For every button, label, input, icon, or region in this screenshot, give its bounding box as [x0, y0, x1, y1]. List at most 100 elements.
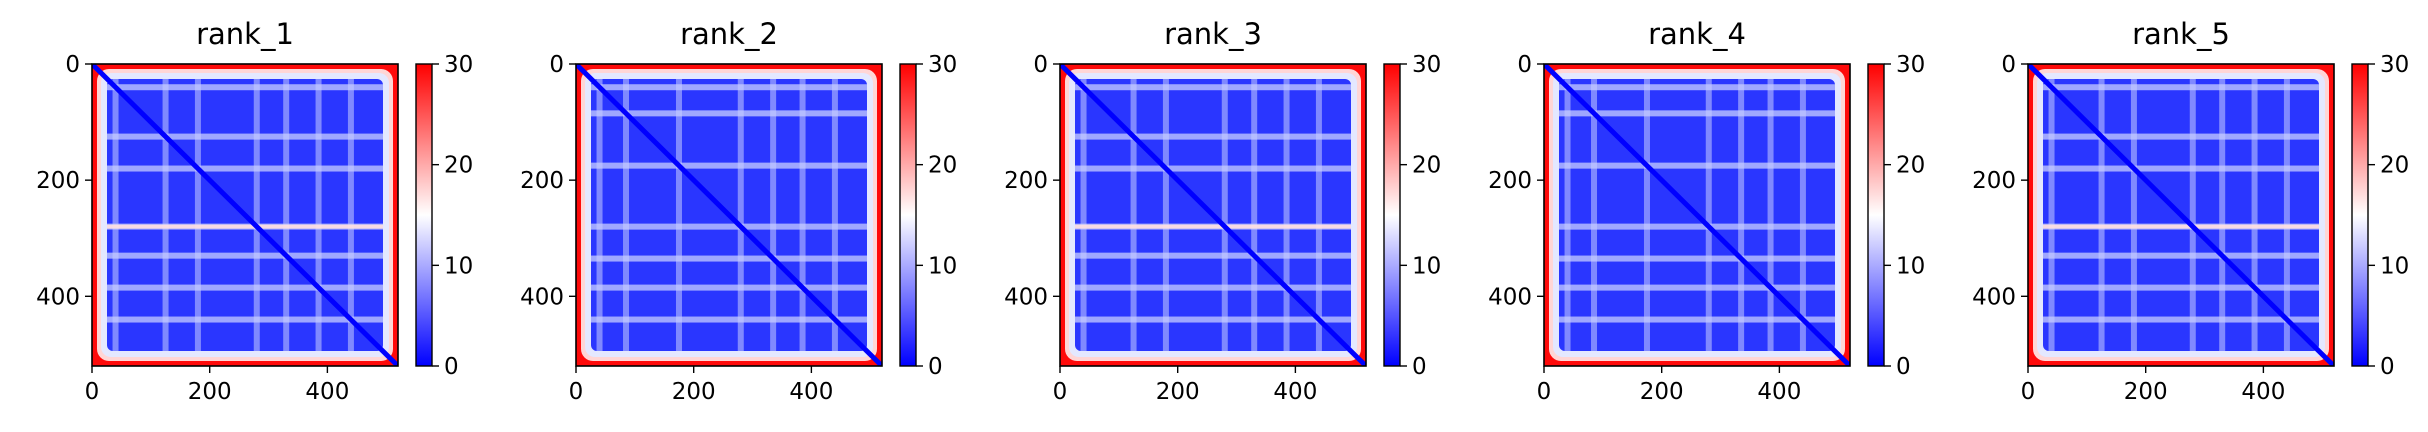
heatmap-col-band	[1251, 79, 1258, 351]
colorbar	[2351, 63, 2369, 367]
y-tick-label: 200	[1972, 168, 2016, 194]
heatmap-row-band	[1559, 316, 1835, 323]
colorbar	[415, 63, 433, 367]
heatmap-row-band	[1075, 84, 1351, 91]
heatmap-panel-1: rank_1 0 200 400 0 200 400 0 10 20 30	[36, 17, 473, 405]
colorbar-tick-label: 0	[1896, 354, 1911, 380]
heatmap-row-band	[1559, 255, 1835, 262]
heatmap-col-band	[1130, 79, 1137, 351]
colorbar-tick-label: 30	[928, 52, 957, 78]
x-tick-label: 400	[305, 379, 349, 405]
heatmap-diagonal	[1544, 64, 1850, 366]
x-tick-label: 400	[1273, 379, 1317, 405]
heatmap-row-band	[107, 316, 383, 323]
colorbar-tick-label: 30	[2380, 52, 2409, 78]
heatmap-col-band	[737, 79, 744, 351]
heatmap-row-band	[107, 165, 383, 172]
y-tick-label: 400	[1488, 284, 1532, 310]
heatmap-col-band	[596, 79, 603, 351]
heatmap-row-band	[2043, 133, 2319, 140]
y-tick-label: 400	[36, 284, 80, 310]
heatmap-col-band	[1738, 79, 1745, 351]
heatmap-panel-5: rank_5 0 200 400 0 200 400 0 10 20 30	[1972, 17, 2409, 405]
axes-frame	[91, 63, 399, 367]
heatmap-row-band	[2043, 84, 2319, 91]
panel-title: rank_4	[1648, 17, 1746, 51]
panel-title: rank_2	[680, 17, 778, 51]
heatmap-row-band	[591, 110, 867, 117]
x-tick-label: 0	[1537, 379, 1552, 405]
heatmap-col-band	[2283, 79, 2290, 351]
heatmap-row-band	[1559, 284, 1835, 291]
x-tick-label: 200	[672, 379, 716, 405]
colorbar-tick-label: 10	[928, 253, 957, 279]
heatmap-col-band	[162, 79, 169, 351]
y-tick-label: 0	[549, 52, 564, 78]
heatmap-row-band	[107, 284, 383, 291]
heatmap-col-band	[623, 79, 630, 351]
heatmap-row-band	[1559, 223, 1835, 230]
y-tick-label: 200	[36, 168, 80, 194]
panel-title: rank_5	[2132, 17, 2230, 51]
heatmap-highlight-streak	[107, 224, 383, 229]
y-tick-label: 200	[1488, 168, 1532, 194]
heatmap-col-band	[1080, 79, 1087, 351]
x-tick-label: 0	[1053, 379, 1068, 405]
colorbar-tick-label: 0	[928, 354, 943, 380]
heatmap-row-band	[107, 84, 383, 91]
heatmap-diagonal	[576, 64, 882, 366]
heatmap-col-band	[1767, 79, 1774, 351]
x-tick-label: 0	[2021, 379, 2036, 405]
heatmap-col-band	[347, 79, 354, 351]
axes-frame	[1059, 63, 1367, 367]
heatmap-col-band	[1283, 79, 1290, 351]
heatmap-col-band	[1315, 79, 1322, 351]
heatmap-col-band	[2219, 79, 2226, 351]
heatmap-row-band	[2043, 316, 2319, 323]
y-tick-label: 0	[1033, 52, 1048, 78]
colorbar-tick-label: 10	[1896, 253, 1925, 279]
x-tick-label: 200	[1156, 379, 1200, 405]
panel-title: rank_1	[196, 17, 294, 51]
y-tick-label: 0	[65, 52, 80, 78]
heatmap-col-band	[315, 79, 322, 351]
x-tick-label: 200	[2124, 379, 2168, 405]
colorbar-tick-label: 0	[444, 354, 459, 380]
heatmap-row-band	[1559, 110, 1835, 117]
x-tick-label: 200	[1640, 379, 1684, 405]
heatmap-diagonal	[2028, 64, 2334, 366]
heatmap-col-band	[1162, 79, 1169, 351]
axes-frame	[1543, 63, 1851, 367]
axes-frame	[575, 63, 883, 367]
heatmap-col-band	[2251, 79, 2258, 351]
colorbar-tick-label: 20	[928, 153, 957, 179]
heatmap-col-band	[1591, 79, 1598, 351]
heatmap-col-band	[2098, 79, 2105, 351]
axes-frame	[2027, 63, 2335, 367]
panel-title: rank_3	[1164, 17, 1262, 51]
colorbar-tick-label: 0	[1412, 354, 1427, 380]
heatmap-row-band	[2043, 284, 2319, 291]
y-tick-label: 0	[1517, 52, 1532, 78]
colorbar-tick-label: 10	[444, 253, 473, 279]
heatmap-diagonal	[92, 64, 398, 366]
y-tick-label: 400	[520, 284, 564, 310]
heatmap-image	[1060, 64, 1366, 366]
heatmap-row-band	[591, 255, 867, 262]
heatmap-col-band	[2130, 79, 2137, 351]
y-tick-label: 400	[1004, 284, 1048, 310]
colorbar-tick-label: 20	[1412, 153, 1441, 179]
heatmap-panel-2: rank_2 0 200 400 0 200 400 0 10 20 30	[520, 17, 957, 405]
heatmap-row-band	[1075, 252, 1351, 259]
heatmap-row-band	[591, 316, 867, 323]
heatmap-highlight-streak	[2043, 224, 2319, 229]
heatmap-row-band	[2043, 252, 2319, 259]
heatmap-image	[1544, 64, 1850, 366]
colorbar-tick-label: 20	[1896, 153, 1925, 179]
x-tick-label: 400	[1757, 379, 1801, 405]
heatmap-col-band	[2189, 79, 2196, 351]
heatmap-col-band	[675, 79, 682, 351]
colorbar-tick-label: 20	[444, 153, 473, 179]
heatmap-col-band	[1705, 79, 1712, 351]
x-tick-label: 0	[569, 379, 584, 405]
